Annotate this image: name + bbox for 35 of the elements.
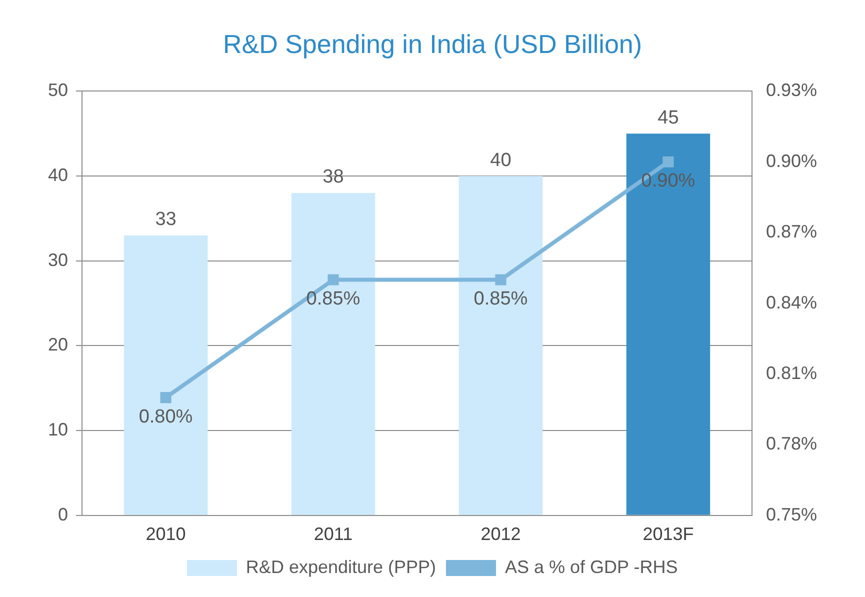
y2-tick-label: 0.81% [766,362,818,383]
x-tick-label: 2010 [146,524,186,544]
y2-tick-label: 0.84% [766,292,818,312]
chart-title: R&D Spending in India (USD Billion) [222,28,642,59]
y-tick-label: 10 [48,420,68,440]
data-label: 0.80% [138,406,193,428]
legend-label: AS a % of GDP -RHS [505,556,678,577]
point [662,156,674,168]
data-label: 40 [490,150,512,171]
data-label: 0.90% [641,170,696,192]
point [160,392,172,404]
bar [626,134,710,515]
bar [458,176,543,515]
y-tick-label: 20 [48,334,68,355]
y2-tick-label: 0.87% [766,222,818,242]
y2-tick-label: 0.93% [766,80,818,100]
data-label: 0.85% [306,288,360,310]
y-tick-label: 0 [58,504,68,524]
x-tick-label: 2013F [642,524,694,544]
legend-label: R&D expenditure (PPP) [246,556,436,577]
y2-tick-label: 0.75% [766,504,818,524]
data-label: 33 [155,209,176,230]
x-tick-label: 2012 [480,524,521,544]
data-label: 0.85% [474,288,528,310]
y-tick-label: 50 [48,80,68,100]
y-tick-label: 30 [48,250,68,270]
y-tick-label: 40 [48,165,68,186]
point [495,274,506,286]
bar [291,193,376,515]
y2-tick-label: 0.90% [766,150,818,171]
bar [124,235,208,515]
point [328,274,339,286]
y2-tick-label: 0.78% [766,434,818,454]
x-tick-label: 2011 [314,524,353,544]
data-label: 45 [658,107,679,128]
